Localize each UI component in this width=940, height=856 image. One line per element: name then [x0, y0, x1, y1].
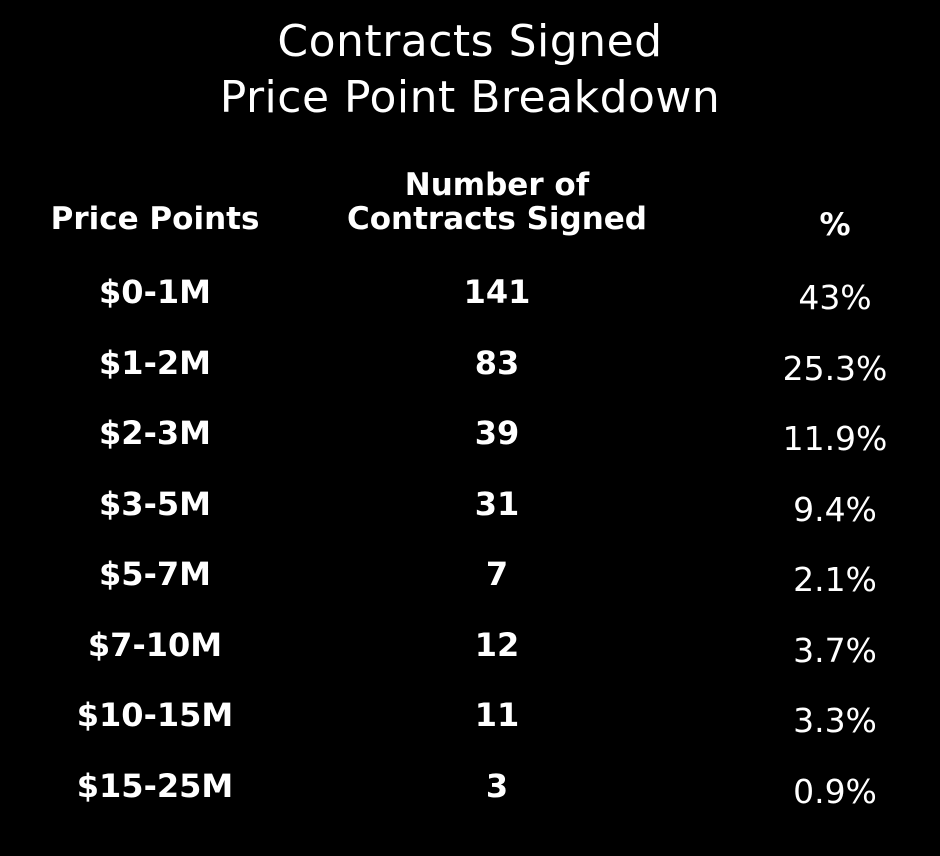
cell-price-point: $10-15M — [76, 696, 234, 734]
cell-percent: 3.3% — [793, 701, 877, 740]
cell-contract-count: 141 — [463, 273, 531, 311]
cell-price-point: $5-7M — [99, 555, 211, 593]
cell-price-point: $3-5M — [99, 485, 211, 523]
cell-percent: 25.3% — [782, 349, 888, 388]
cell-contract-count: 3 — [485, 767, 509, 805]
column-header-number-of-contracts: Number of Contracts Signed — [347, 168, 647, 236]
cell-percent: 3.7% — [793, 631, 877, 670]
cell-percent: 2.1% — [793, 560, 877, 599]
cell-contract-count: 31 — [474, 485, 520, 523]
column-header-percent-line: % — [819, 207, 851, 243]
cell-contract-count: 7 — [485, 555, 509, 593]
cell-contract-count: 12 — [474, 626, 520, 664]
cell-contract-count: 11 — [474, 696, 520, 734]
cell-contract-count: 39 — [474, 414, 520, 452]
cell-percent: 0.9% — [793, 772, 877, 811]
column-header-percent: % — [819, 208, 850, 242]
column-header-count-line-1: Number of — [404, 167, 590, 203]
cell-percent: 43% — [798, 278, 872, 317]
chart-subtitle: Price Point Breakdown — [219, 72, 721, 123]
cell-price-point: $7-10M — [87, 626, 223, 664]
column-header-price-points-line: Price Points — [50, 201, 260, 237]
cell-percent: 9.4% — [793, 490, 877, 529]
cell-contract-count: 83 — [474, 344, 520, 382]
column-header-price-points: Price Points — [51, 202, 260, 236]
column-header-count-line-2: Contracts Signed — [346, 201, 648, 237]
chart-title: Contracts Signed — [277, 16, 663, 67]
cell-price-point: $15-25M — [76, 767, 234, 805]
cell-percent: 11.9% — [782, 419, 888, 458]
cell-price-point: $2-3M — [99, 414, 211, 452]
cell-price-point: $0-1M — [99, 273, 211, 311]
cell-price-point: $1-2M — [99, 344, 211, 382]
